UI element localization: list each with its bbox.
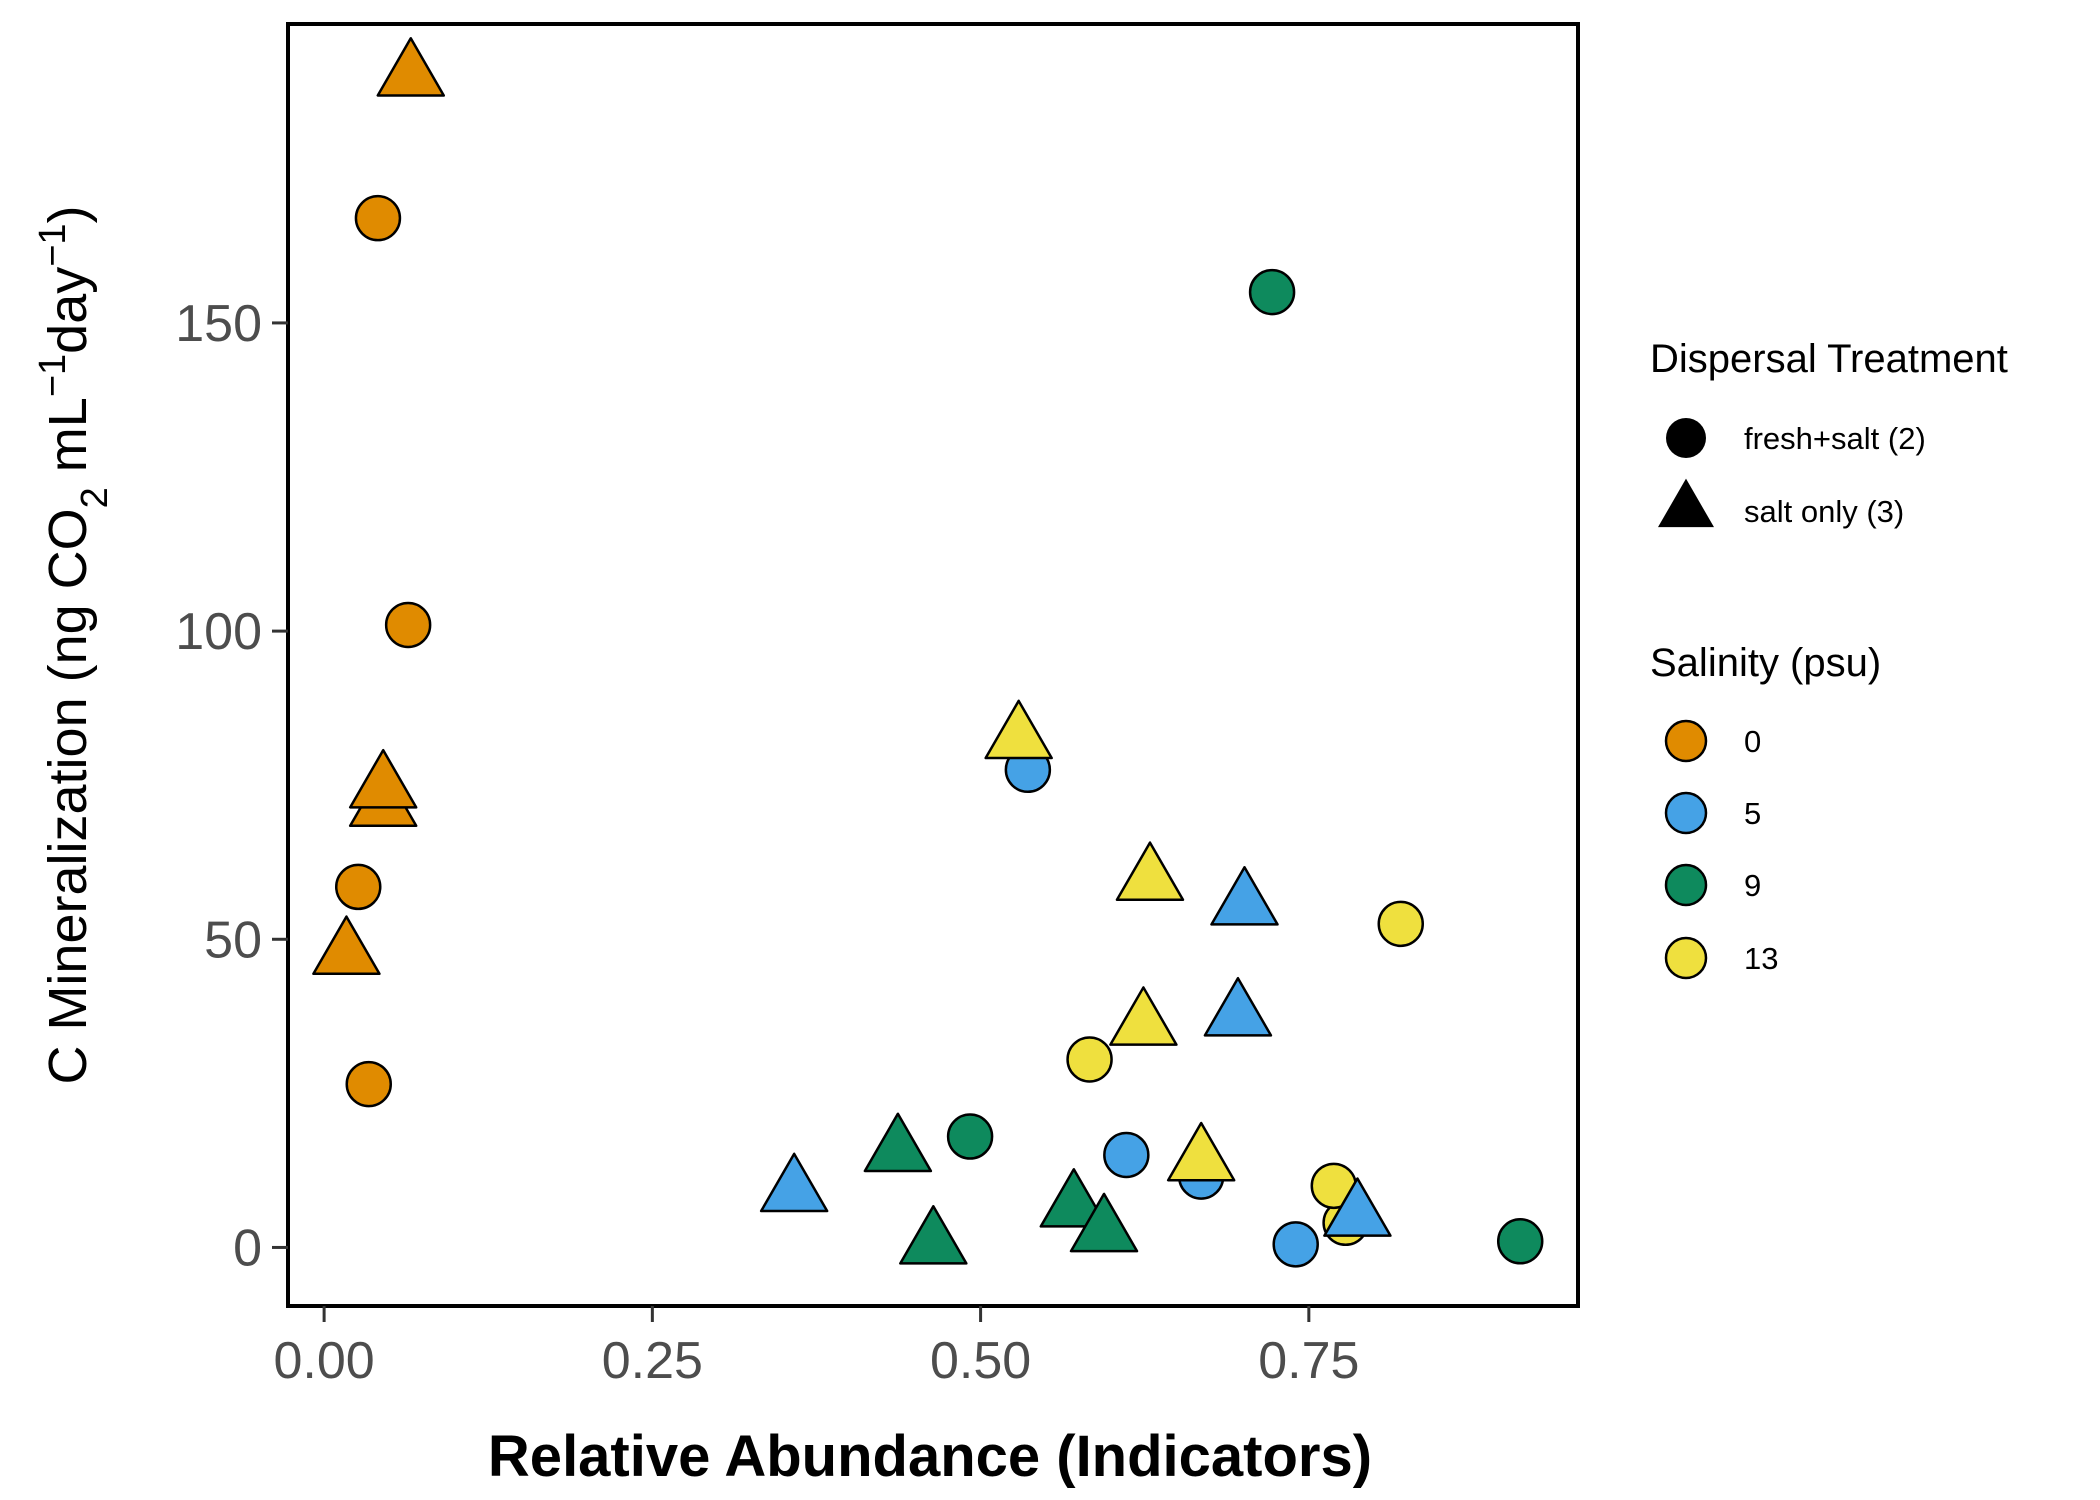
legend-color-label: 9 (1744, 868, 1761, 903)
axes: 0.00 0.25 0.50 0.75 0 50 100 150 (175, 295, 1359, 1390)
scatter-point-triangle (1115, 841, 1185, 902)
legend-color-label: 0 (1744, 724, 1761, 759)
legend-color-key (1664, 936, 1708, 980)
legend-salinity: Salinity (psu) 0 5 9 13 (1650, 641, 1881, 980)
legend-shape-title: Dispersal Treatment (1650, 337, 2008, 381)
legend-color-item: 13 (1664, 936, 1778, 980)
plot-frame (286, 22, 1580, 1308)
scatter-point-circle (384, 601, 432, 649)
scatter-point-triangle (1109, 986, 1178, 1046)
scatter-point-triangle (348, 748, 418, 809)
x-axis-title: Relative Abundance (Indicators) (488, 1424, 1372, 1489)
scatter-point-circle (1066, 1036, 1113, 1083)
scatter-point-triangle (1039, 1168, 1109, 1228)
legend-color-item: 9 (1664, 863, 1761, 907)
data-points (312, 37, 1544, 1268)
scatter-point-triangle (863, 1112, 933, 1173)
scatter-point-triangle (1210, 866, 1279, 926)
legend-color-label: 5 (1744, 796, 1761, 831)
plot-border (286, 22, 1580, 1308)
legend-color-item: 0 (1664, 719, 1761, 763)
scatter-point-circle (1272, 1221, 1319, 1268)
legend-shape-label: salt only (3) (1744, 494, 1904, 529)
y-tick-label: 0 (233, 1219, 262, 1277)
legend-color-key (1664, 791, 1708, 835)
x-tick-label: 0.25 (602, 1332, 703, 1390)
scatter-point-circle (1248, 268, 1296, 316)
legend-circle-key (1666, 418, 1706, 458)
y-axis-title: C Mineralization (ng CO2 mL−1day−1) (32, 205, 116, 1084)
scatter-point-triangle (984, 699, 1053, 760)
legend-color-title: Salinity (psu) (1650, 641, 1881, 685)
scatter-point-circle (946, 1113, 994, 1160)
x-tick-label: 0.75 (1258, 1332, 1359, 1390)
legend-dispersal-treatment: Dispersal Treatment fresh+salt (2) salt o… (1650, 337, 2008, 529)
scatter-point-triangle (1203, 976, 1273, 1037)
scatter-point-triangle (312, 915, 381, 975)
legend-shape-label: fresh+salt (2) (1744, 421, 1926, 456)
scatter-point-circle (345, 1060, 392, 1108)
scatter-point-circle (334, 863, 382, 911)
legend-color-key (1664, 863, 1708, 907)
legend-shape-item: salt only (3) (1658, 478, 1904, 529)
scatter-point-triangle (899, 1205, 968, 1265)
scatter-point-circle (1377, 900, 1424, 948)
scatter-point-circle (354, 194, 402, 242)
y-tick-label: 100 (175, 603, 262, 661)
legend-shape-item: fresh+salt (2) (1666, 418, 1926, 458)
x-tick-label: 0.50 (930, 1332, 1031, 1390)
scatter-point-circle (1496, 1218, 1544, 1265)
scatter-point-triangle (759, 1152, 829, 1213)
legend-triangle-key (1658, 478, 1714, 528)
legend-color-label: 13 (1744, 941, 1778, 976)
legend-color-item: 5 (1664, 791, 1761, 835)
x-tick-label: 0.00 (273, 1332, 374, 1390)
scatter-point-triangle (376, 37, 446, 97)
scatter-point-triangle (1069, 1192, 1139, 1253)
scatter-point-triangle (1166, 1121, 1236, 1182)
legend-color-key (1664, 719, 1708, 763)
scatter-point-triangle (1323, 1177, 1392, 1237)
y-tick-label: 50 (204, 911, 262, 969)
y-tick-label: 150 (175, 295, 262, 353)
scatter-point-circle (1103, 1131, 1150, 1179)
